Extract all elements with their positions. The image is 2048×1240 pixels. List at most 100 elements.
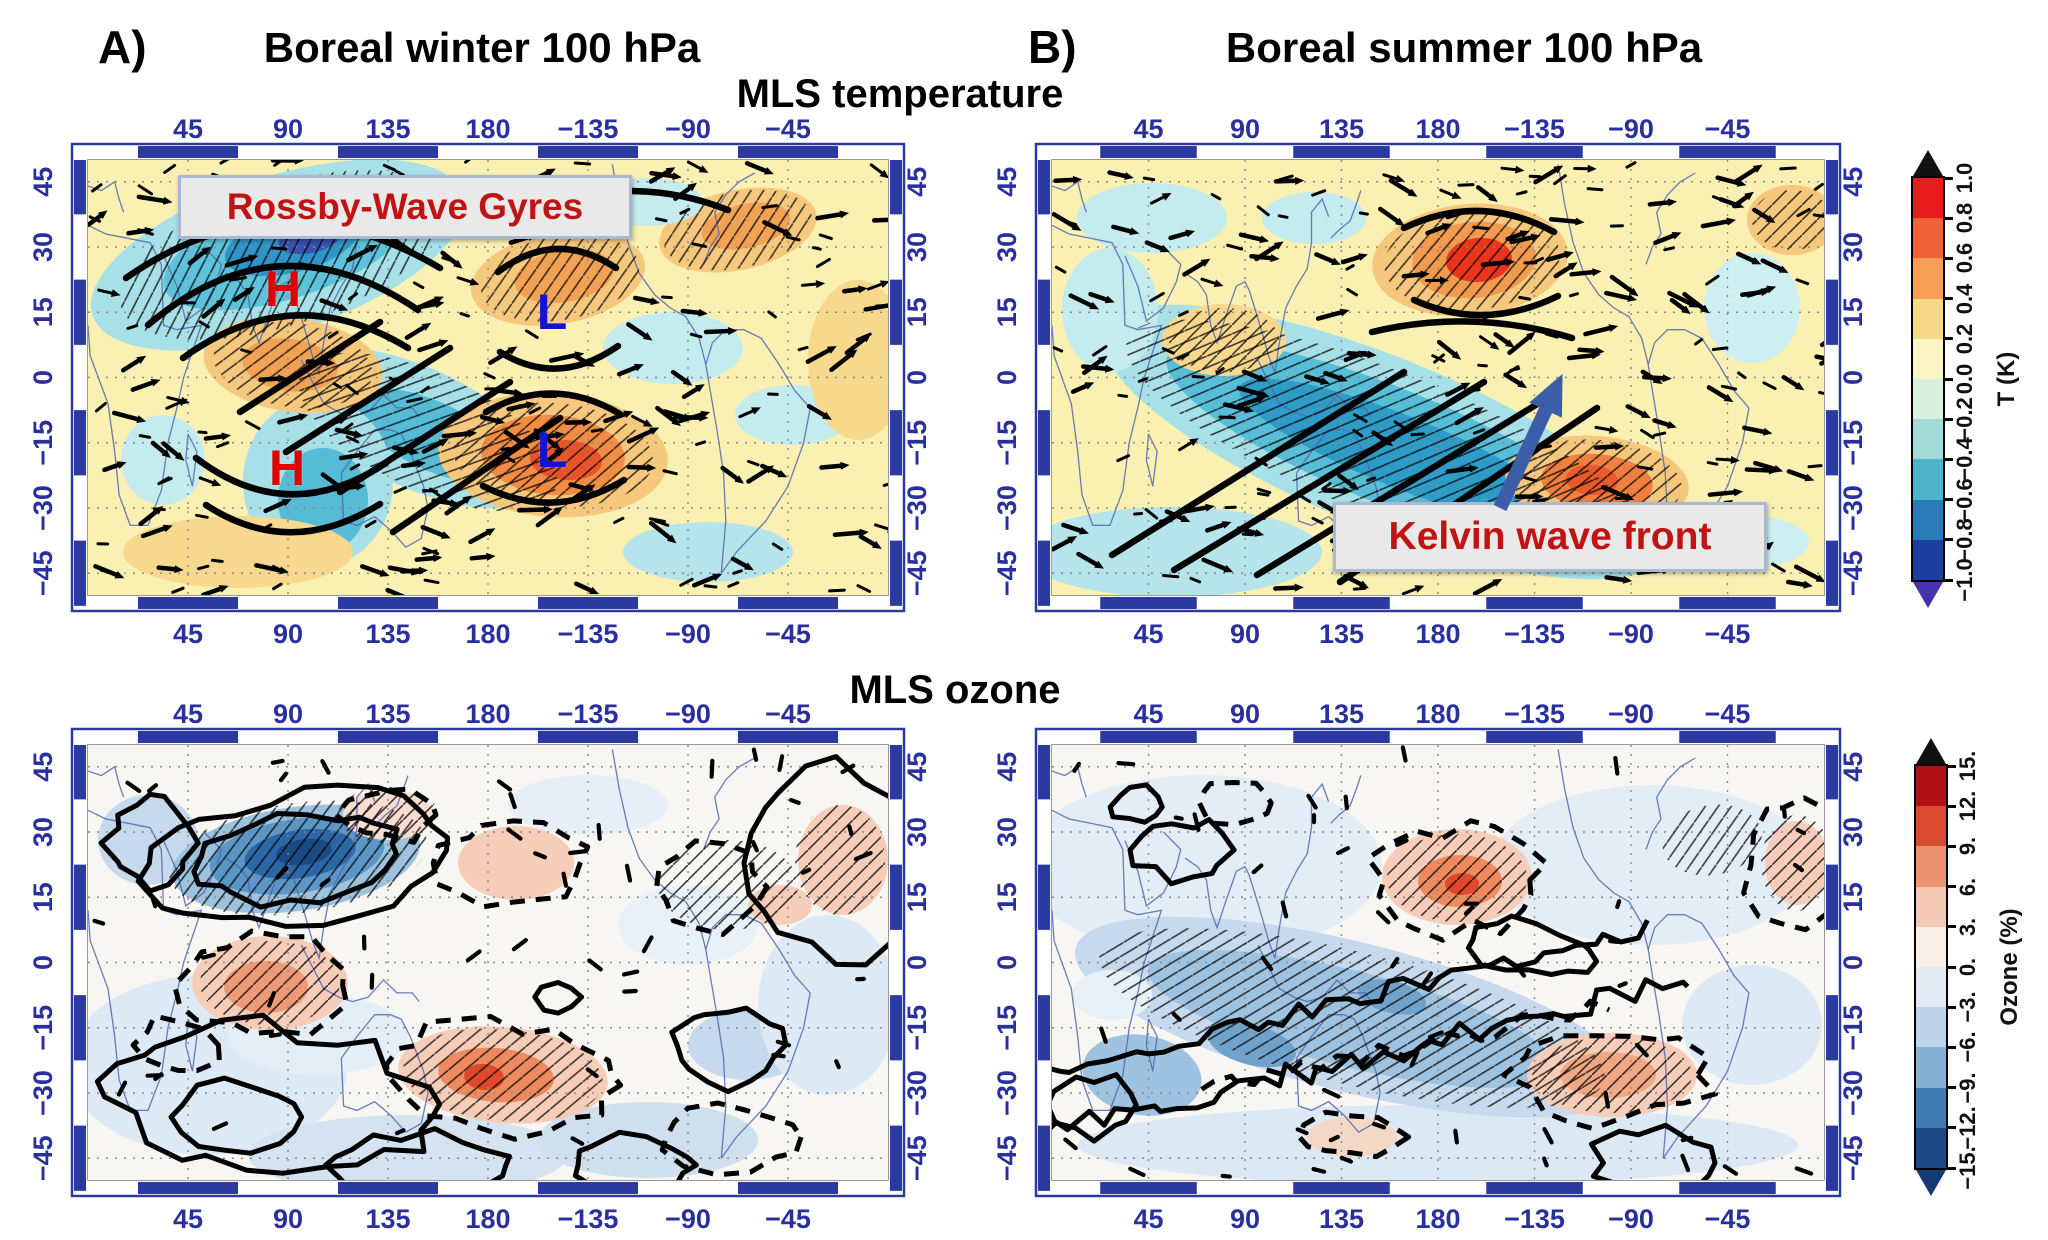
- tick-label: 45: [1838, 752, 1868, 782]
- rossby-wave-gyres-text: Rossby-Wave Gyres: [226, 186, 584, 227]
- tick-label: −45: [765, 1204, 811, 1232]
- tick-label: 0: [28, 370, 58, 385]
- tick-label: 30: [28, 232, 58, 262]
- tick-label: 45: [28, 752, 58, 782]
- colorbar-tick-label: 0.2: [1952, 323, 1977, 355]
- tick-label: 135: [365, 619, 410, 647]
- colorbar-tick-label: 0.8: [1952, 202, 1977, 234]
- tick-label: 180: [1415, 114, 1460, 144]
- tick-label: 0: [902, 955, 932, 970]
- ozone-colorbar: 15. 12. 9. 6. 3. 0. −3. −6. −9. −12. −15. Ozone (%): [1906, 736, 2048, 1236]
- map-content: [88, 160, 888, 595]
- tick-label: 135: [1319, 699, 1364, 729]
- tick-label: −30: [902, 1070, 932, 1116]
- colorbar-segment: [1913, 218, 1943, 259]
- colorbar-tick-label: 0.0: [1952, 363, 1977, 395]
- colorbar-outline: [1911, 176, 1945, 582]
- tick-label: −135: [558, 114, 619, 144]
- tick-label: 15: [28, 297, 58, 327]
- colorbar-outline: [1914, 764, 1948, 1170]
- tick-label: −45: [28, 550, 58, 596]
- tick-label: −135: [1504, 699, 1565, 729]
- tick-label: −135: [1504, 1204, 1565, 1232]
- high-marker-south: H: [268, 440, 306, 496]
- tick-label: −15: [992, 1005, 1022, 1051]
- row-ozone-title: MLS ozone: [849, 668, 1061, 712]
- panel-a-title: Boreal winter 100 hPa: [263, 24, 701, 71]
- kelvin-arrow-shape: [1493, 373, 1563, 511]
- tick-label: 180: [465, 1204, 510, 1232]
- tick-label: −45: [765, 114, 811, 144]
- colorbar-tickmark: [1948, 1166, 1956, 1170]
- tick-label: 0: [1838, 370, 1868, 385]
- tick-label: 180: [1415, 699, 1460, 729]
- tick-label: −90: [1608, 619, 1654, 647]
- colorbar-tickmark: [1948, 844, 1956, 848]
- tick-label: 15: [902, 297, 932, 327]
- colorbar-tick-label: 0.: [1955, 957, 1980, 977]
- tick-label: 90: [273, 1204, 303, 1232]
- colorbar-segment: [1916, 1007, 1946, 1048]
- tick-label: 45: [992, 167, 1022, 197]
- map-panel-ozone-summer: 45 45 90 90 135 135 180 180 −135 −135 −90 −90 −45 −45…: [984, 697, 1892, 1237]
- tick-label: 180: [1415, 619, 1460, 647]
- colorbar-tickmark: [1948, 885, 1956, 889]
- tick-label: 0: [28, 955, 58, 970]
- tick-label: −90: [665, 699, 711, 729]
- tick-label: −90: [1608, 699, 1654, 729]
- tick-label: −30: [1838, 1070, 1868, 1116]
- colorbar-segment: [1913, 258, 1943, 299]
- map-svg-D: 45 45 90 90 135 135 180 180 −135 −135 −90 −90 −45 −45…: [992, 699, 1868, 1234]
- colorbar-segment: [1916, 926, 1946, 967]
- colorbar-top-arrow: [1916, 738, 1946, 764]
- tick-label: −30: [992, 485, 1022, 531]
- colorbar-tickmark: [1948, 1086, 1956, 1090]
- tick-label: 135: [365, 114, 410, 144]
- colorbar-tickmark: [1945, 176, 1953, 180]
- colorbar-tickmark: [1945, 538, 1953, 542]
- colorbar-segment: [1916, 766, 1946, 807]
- tick-label: 45: [173, 699, 203, 729]
- colorbar-segment: [1916, 967, 1946, 1008]
- tick-label: 45: [1133, 619, 1163, 647]
- tick-label: 180: [465, 619, 510, 647]
- tick-label: −90: [1608, 1204, 1654, 1232]
- tick-label: −30: [1838, 485, 1868, 531]
- colorbar-segment: [1916, 1087, 1946, 1128]
- low-marker-south: L: [536, 422, 568, 478]
- colorbar-tick-label: −15.: [1955, 1146, 1980, 1190]
- tick-label: −15: [28, 420, 58, 466]
- tick-label: 45: [902, 167, 932, 197]
- colorbar-tickmark: [1945, 457, 1953, 461]
- tick-label: −135: [558, 619, 619, 647]
- tick-label: −15: [1838, 1005, 1868, 1051]
- tick-label: 30: [992, 232, 1022, 262]
- tick-label: −45: [992, 550, 1022, 596]
- tick-label: 30: [1838, 817, 1868, 847]
- tick-label: −45: [765, 699, 811, 729]
- colorbar-segment: [1913, 459, 1943, 500]
- tick-label: 15: [992, 882, 1022, 912]
- colorbar-bottom-arrow: [1913, 582, 1943, 608]
- tick-label: 0: [992, 955, 1022, 970]
- tick-label: −135: [558, 699, 619, 729]
- tick-label: 90: [273, 699, 303, 729]
- tick-label: −15: [902, 420, 932, 466]
- kelvin-arrow: [1493, 373, 1563, 511]
- tick-label: −90: [665, 1204, 711, 1232]
- colorbar-segment: [1916, 806, 1946, 847]
- tick-label: 15: [1838, 297, 1868, 327]
- colorbar-tick-label: 6.: [1955, 877, 1980, 896]
- colorbar-tickmark: [1945, 337, 1953, 341]
- tick-label: −45: [28, 1135, 58, 1181]
- kelvin-wave-front-text: Kelvin wave front: [1388, 515, 1712, 558]
- tick-label: 45: [173, 1204, 203, 1232]
- tick-label: −45: [992, 1135, 1022, 1181]
- tick-label: 90: [1230, 114, 1260, 144]
- tick-label: −135: [558, 1204, 619, 1232]
- colorbar-tickmark: [1945, 417, 1953, 421]
- tick-label: −15: [1838, 420, 1868, 466]
- map-frame: [70, 727, 906, 1198]
- tick-label: −90: [665, 619, 711, 647]
- tick-label: 135: [1319, 1204, 1364, 1232]
